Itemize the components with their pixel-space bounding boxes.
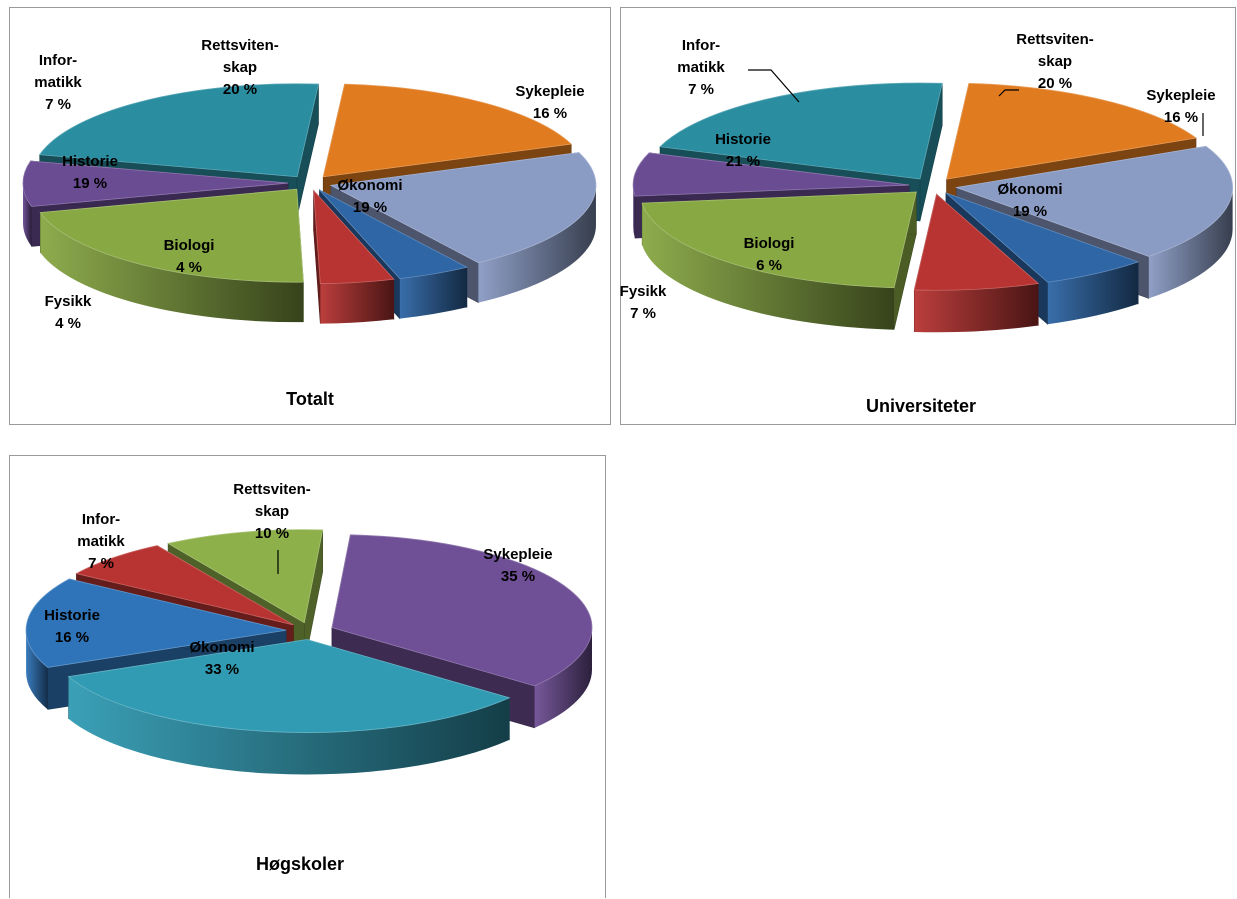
pie-slice-historie [641,191,917,330]
slice-label-rettsviten-skap: Rettsviten- [201,37,279,54]
slice-value-fysikk: 7 % [630,305,656,322]
slice-label-sykepleie: Sykepleie [515,83,584,100]
slice-label-historie: Historie [44,607,100,624]
chart-title: Høgskoler [256,854,344,874]
pie-slice-historie [39,188,304,323]
chart-title: Totalt [286,389,334,409]
leader-line-informatikk [748,69,800,103]
slice-label-rettsviten-skap: skap [1038,53,1072,70]
slice-value-biologi: 6 % [756,257,782,274]
slice-label-sykepleie: Sykepleie [483,546,552,563]
slice-value-rettsviten-skap: 20 % [223,81,257,98]
slice-value-historie: 16 % [55,629,89,646]
slice-value-okonomi: 19 % [1013,203,1047,220]
slice-label-infor-matikk: matikk [34,74,82,91]
slice-value-sykepleie: 16 % [1164,109,1198,126]
slice-label-historie: Historie [715,131,771,148]
pie-slice-fysikk [913,193,1040,333]
slice-value-infor-matikk: 7 % [88,555,114,572]
slice-label-infor-matikk: Infor- [82,511,120,528]
slice-value-rettsviten-skap: 10 % [255,525,289,542]
slice-value-okonomi: 33 % [205,661,239,678]
slice-value-sykepleie: 16 % [533,105,567,122]
slice-value-infor-matikk: 7 % [45,96,71,113]
slice-label-sykepleie: Sykepleie [1146,87,1215,104]
slice-value-historie: 21 % [726,153,760,170]
slice-label-rettsviten-skap: Rettsviten- [233,481,311,498]
slice-label-rettsviten-skap: skap [255,503,289,520]
pie-slice-fysikk [313,189,395,324]
pie-chart-universiteter: Sykepleie 16 % Økonomi 19 % Biologi 6 % Fysikk… [620,31,1234,416]
slice-label-okonomi: Økonomi [997,181,1062,198]
chart-title: Universiteter [866,396,976,416]
slice-label-fysikk: Fysikk [45,293,92,310]
slice-label-rettsviten-skap: skap [223,59,257,76]
slice-value-sykepleie: 35 % [501,568,535,585]
leader-line-rettsvitenskap [998,89,1019,97]
slice-label-biologi: Biologi [164,237,215,254]
pie-slice-okonomi [67,639,511,775]
slice-value-infor-matikk: 7 % [688,81,714,98]
slice-label-rettsviten-skap: Rettsviten- [1016,31,1094,48]
slice-value-rettsviten-skap: 20 % [1038,75,1072,92]
chart-panel-hogskoler: Sykepleie 35 % Økonomi 33 % Historie 16 % Info… [9,455,606,898]
slice-label-okonomi: Økonomi [189,639,254,656]
slice-value-okonomi: 19 % [353,199,387,216]
slice-value-biologi: 4 % [176,259,202,276]
slice-label-biologi: Biologi [744,235,795,252]
chart-panel-universiteter: Sykepleie 16 % Økonomi 19 % Biologi 6 % Fysikk… [620,7,1236,425]
slice-value-historie: 19 % [73,175,107,192]
slice-label-infor-matikk: Infor- [39,52,77,69]
slice-label-fysikk: Fysikk [620,283,667,300]
slice-value-fysikk: 4 % [55,315,81,332]
slice-label-infor-matikk: matikk [77,533,125,550]
pie-chart-totalt: Sykepleie 16 % Økonomi 19 % Biologi 4 % Fysikk… [22,37,597,409]
slice-label-historie: Historie [62,153,118,170]
slice-label-okonomi: Økonomi [337,177,402,194]
slice-label-infor-matikk: matikk [677,59,725,76]
chart-panel-totalt: Sykepleie 16 % Økonomi 19 % Biologi 4 % Fysikk… [9,7,611,425]
slice-label-infor-matikk: Infor- [682,37,720,54]
pie-chart-hogskoler: Sykepleie 35 % Økonomi 33 % Historie 16 % Info… [25,481,593,874]
